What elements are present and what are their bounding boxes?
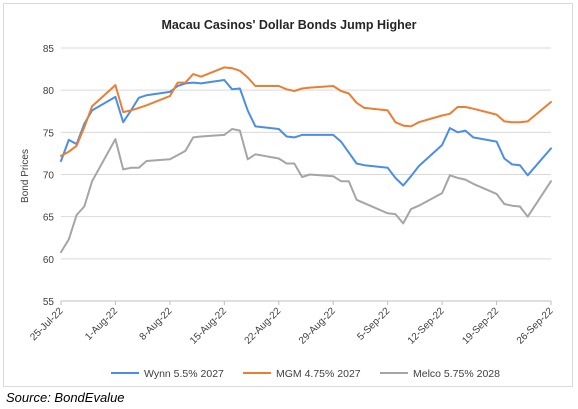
y-axis: 55 60 65 70 75 80 85 — [43, 44, 55, 308]
series-line-3 — [60, 128, 552, 254]
legend-label: Wynn 5.5% 2027 — [144, 368, 224, 380]
x-tick-label: 5-Sep-22 — [355, 306, 392, 343]
x-tick-label: 25-Jul-22 — [28, 306, 66, 344]
y-tick-label: 70 — [43, 171, 55, 182]
legend-label: Melco 5.75% 2028 — [413, 368, 500, 380]
series-lines — [60, 66, 552, 254]
y-tick-label: 60 — [43, 255, 55, 266]
chart-frame: Macau Casinos' Dollar Bonds Jump Higher … — [3, 3, 573, 387]
line-chart: Macau Casinos' Dollar Bonds Jump Higher … — [20, 18, 556, 380]
x-tick-label: 26-Sep-22 — [515, 306, 556, 347]
gridlines — [61, 47, 551, 302]
y-tick-label: 75 — [43, 128, 55, 139]
y-tick-label: 65 — [43, 213, 55, 224]
source-note: Source: BondEvalue — [6, 390, 125, 405]
x-tick-label: 1-Aug-22 — [83, 306, 120, 343]
y-tick-label: 55 — [43, 297, 55, 308]
x-tick-label: 8-Aug-22 — [138, 306, 175, 343]
x-tick-label: 15-Aug-22 — [188, 306, 229, 347]
x-tick-label: 29-Aug-22 — [297, 306, 338, 347]
y-tick-label: 85 — [43, 44, 55, 55]
x-tick-label: 22-Aug-22 — [243, 306, 284, 347]
series-line-1 — [60, 79, 552, 187]
chart-title: Macau Casinos' Dollar Bonds Jump Higher — [161, 18, 416, 32]
x-tick-label: 12-Sep-22 — [406, 306, 447, 347]
x-axis: 25-Jul-22 1-Aug-22 8-Aug-22 15-Aug-22 22-Aug… — [28, 300, 556, 347]
y-axis-title: Bond Prices — [20, 149, 31, 203]
series-line-2 — [60, 66, 552, 157]
x-tick-label: 19-Sep-22 — [460, 306, 501, 347]
y-tick-label: 80 — [43, 86, 55, 97]
legend: Wynn 5.5% 2027 MGM 4.75% 2027 Melco 5.75% … — [111, 368, 500, 380]
legend-label: MGM 4.75% 2027 — [276, 368, 361, 380]
